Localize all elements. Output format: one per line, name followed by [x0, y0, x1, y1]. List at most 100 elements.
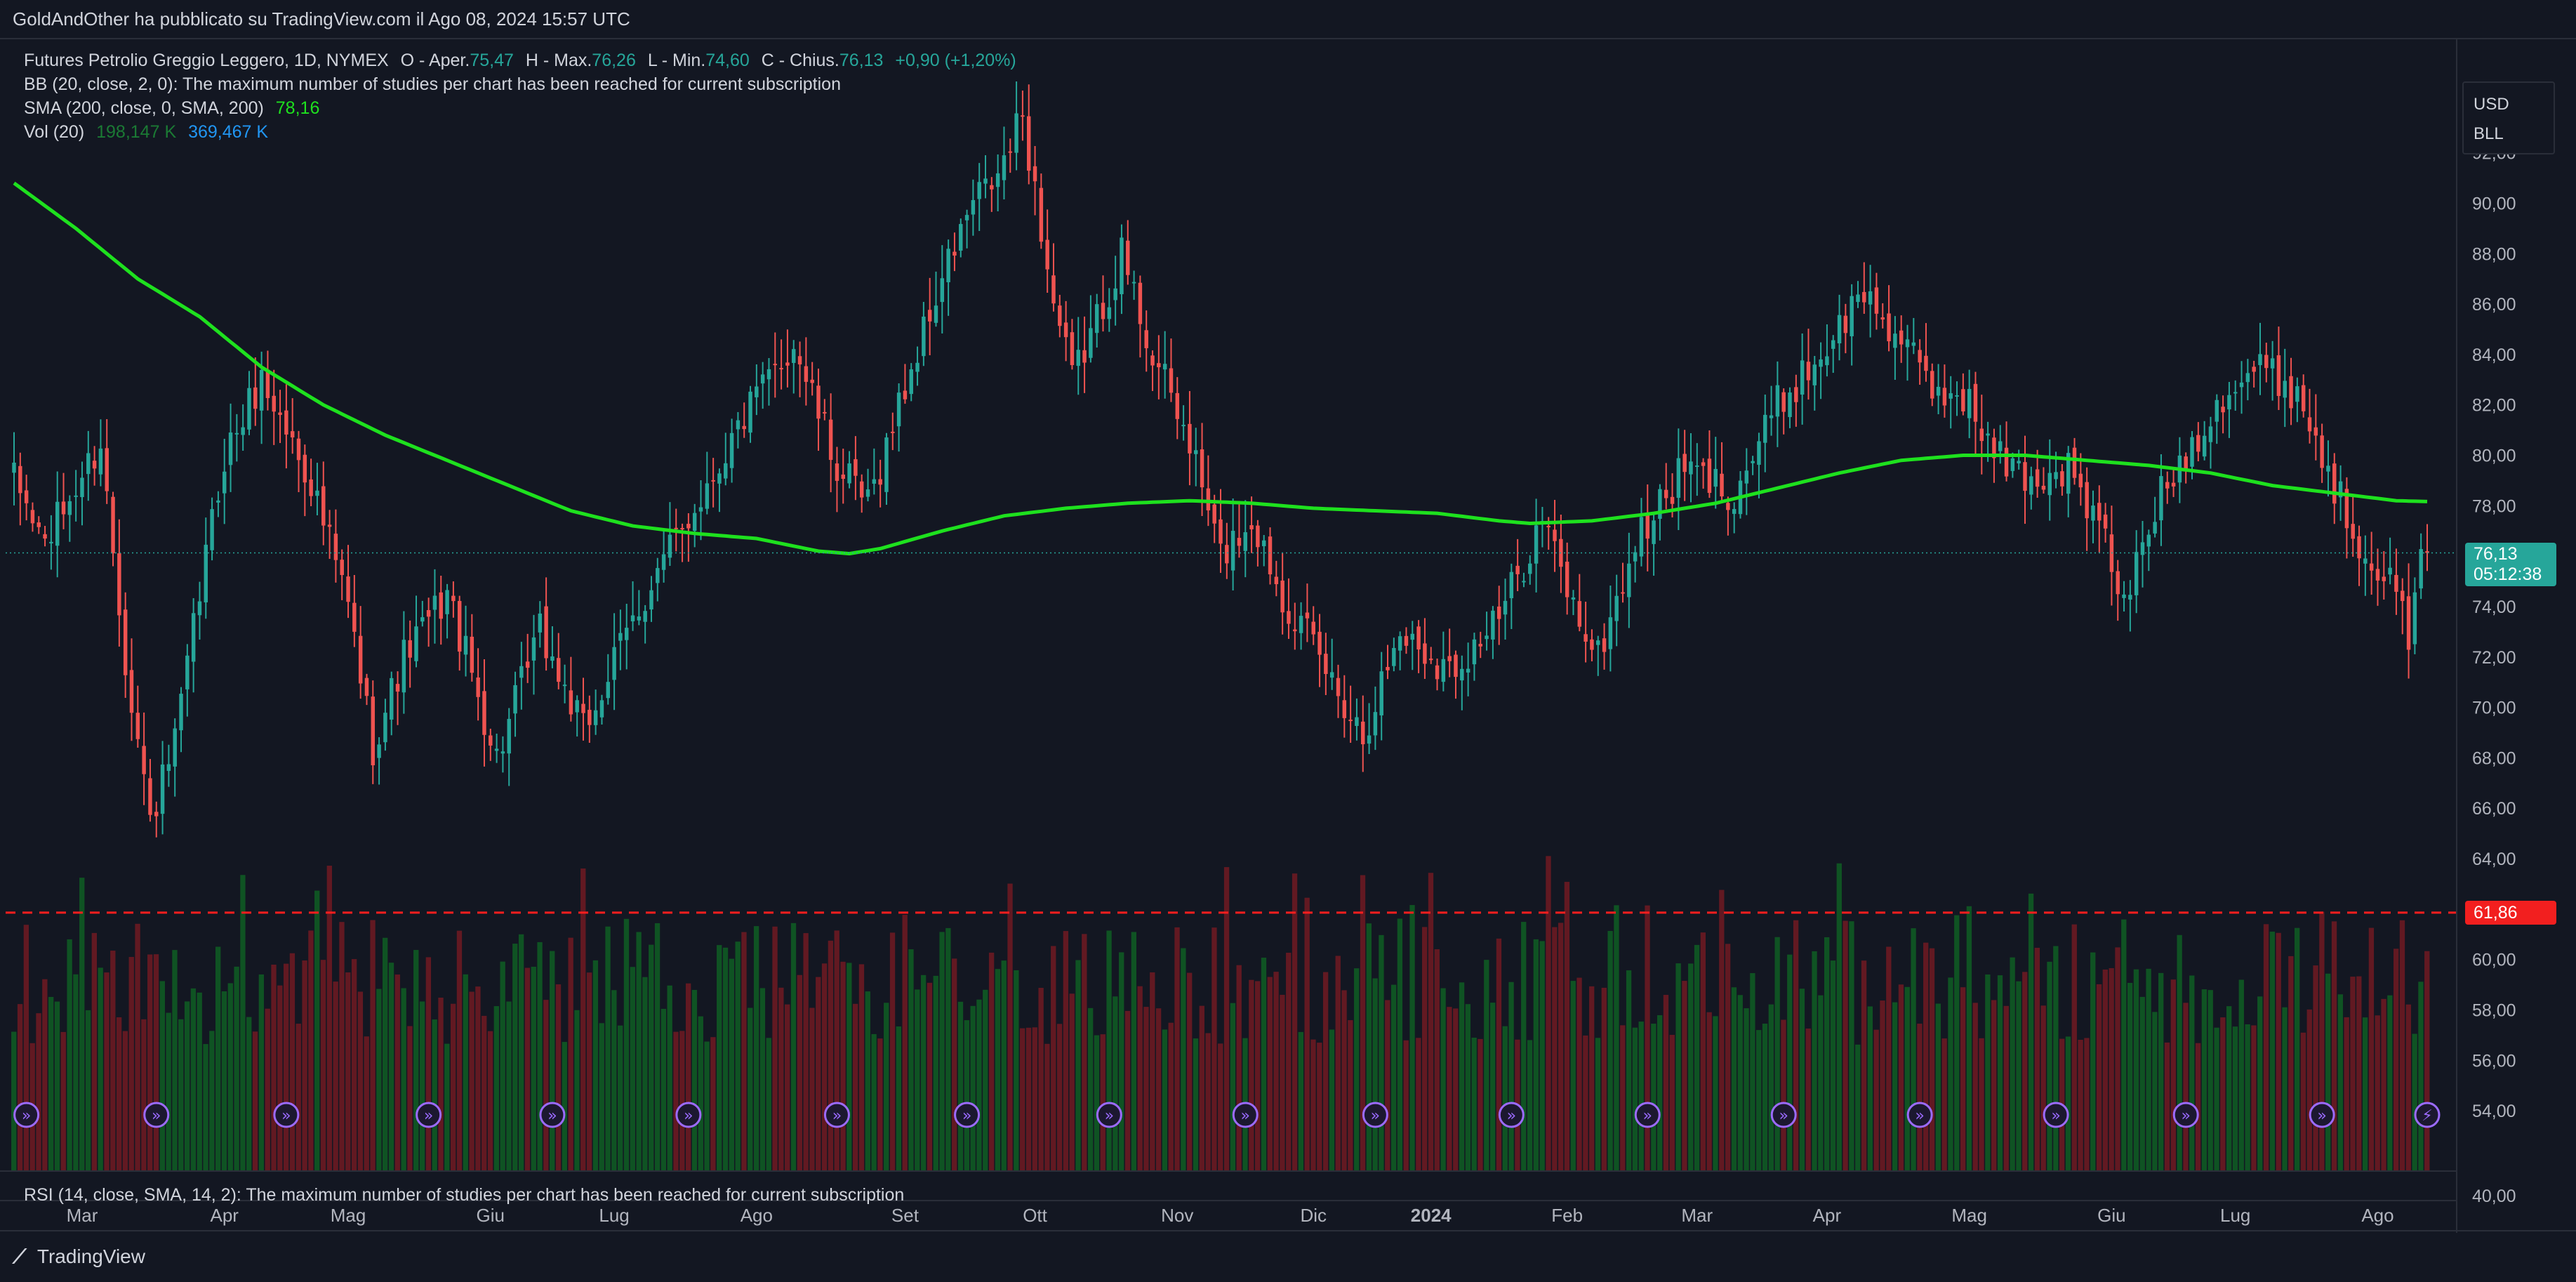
volume-bar	[1645, 905, 1650, 1171]
volume-bar	[772, 926, 778, 1171]
candle	[1249, 525, 1254, 529]
candle	[1973, 383, 1978, 422]
volume-bar	[2146, 968, 2151, 1171]
volume-bar	[1830, 960, 1836, 1171]
candle	[2153, 522, 2157, 534]
candle	[724, 463, 728, 479]
volume-bar	[2424, 951, 2430, 1171]
candle	[2245, 373, 2250, 383]
volume-bar	[246, 1017, 252, 1171]
volume-bar	[599, 1023, 604, 1171]
candle	[476, 677, 480, 697]
candle	[2184, 456, 2188, 470]
volume-bar	[147, 954, 153, 1171]
candle	[755, 386, 759, 397]
volume-bar	[1193, 1038, 1199, 1171]
event-markers[interactable]: » » » » » » » » » » » » » » » » » » ⚡	[13, 1102, 2441, 1128]
volume-bar	[2238, 979, 2244, 1171]
volume-bar	[1069, 993, 1075, 1171]
volume-bar	[128, 957, 134, 1171]
candle	[1089, 328, 1093, 358]
volume-bar	[1403, 1040, 1409, 1171]
x-tick-label: Dic	[1300, 1205, 1327, 1226]
candle	[2227, 395, 2231, 410]
candle	[562, 685, 567, 687]
volume-bar	[1230, 1003, 1236, 1171]
volume-bar	[1941, 1038, 1947, 1171]
volume-bar	[852, 1003, 858, 1171]
candle	[30, 510, 35, 524]
volume-bar	[2394, 949, 2399, 1171]
candle	[1101, 303, 1106, 319]
volume-bar	[871, 1033, 877, 1171]
bb-indicator-text: BB (20, close, 2, 0): The maximum number…	[24, 74, 841, 94]
horizontal-level-group[interactable]	[6, 552, 2457, 914]
candle	[1138, 282, 1143, 324]
legend-vol-row[interactable]: Vol (20) 198,147 K 369,467 K	[24, 122, 275, 143]
candle	[1410, 633, 1415, 640]
candle	[2301, 385, 2306, 411]
candle	[105, 448, 109, 491]
volume-bar	[54, 1001, 60, 1171]
legend-sma-row[interactable]: SMA (200, close, 0, SMA, 200) 78,16	[24, 98, 326, 119]
candle	[1658, 489, 1662, 519]
candle	[1633, 552, 1638, 562]
candle	[792, 349, 796, 363]
candle	[2004, 447, 2009, 477]
volume-bar	[271, 964, 277, 1171]
candle	[859, 481, 864, 498]
candle	[67, 501, 72, 515]
price-chart[interactable]: » » » » » » » » » » » » » » » » » » ⚡ 54,00 56,00 58,00 60,00…	[0, 39, 2576, 1233]
volume-bar	[1434, 949, 1440, 1171]
candle	[1664, 489, 1668, 498]
volume-bar	[2325, 973, 2331, 1171]
candle	[1986, 433, 1990, 436]
volume-bar	[1521, 922, 1527, 1171]
volume-bar	[889, 932, 896, 1171]
volume-bar	[1496, 938, 1502, 1171]
close-value: 76,13	[839, 51, 884, 70]
volume-bar	[1168, 1022, 1174, 1171]
candle	[983, 178, 988, 184]
candle	[1107, 307, 1112, 319]
candle	[420, 617, 425, 622]
event-marker-icon	[416, 1102, 442, 1128]
volume-bar	[1781, 1019, 1786, 1171]
volume-bar	[221, 991, 227, 1171]
rsi-indicator-text[interactable]: RSI (14, close, SMA, 14, 2): The maximum…	[24, 1185, 905, 1205]
volume-bar	[2109, 967, 2114, 1171]
volume-bar	[2207, 990, 2213, 1171]
event-marker-glyph: »	[1507, 1107, 1516, 1125]
volume-bar	[884, 1003, 889, 1171]
candle	[2270, 358, 2275, 369]
volume-bar	[178, 1019, 184, 1171]
candle	[315, 490, 319, 496]
legend-bb-row[interactable]: BB (20, close, 2, 0): The maximum number…	[24, 74, 848, 95]
candle	[489, 735, 493, 746]
candle	[2425, 551, 2429, 553]
candle	[698, 507, 703, 512]
candle	[2202, 435, 2207, 457]
volume-bar	[1366, 923, 1372, 1171]
volume-bar	[2047, 961, 2052, 1171]
volume-bar	[562, 1042, 567, 1171]
y-tick-label: 74,00	[2472, 597, 2516, 617]
candle	[1120, 237, 1124, 295]
volume-bar	[1601, 987, 1607, 1171]
volume-bar	[1607, 930, 1613, 1171]
volume-bar	[240, 875, 246, 1171]
currency-unit-box[interactable]: USD BLL	[2462, 81, 2555, 154]
candle	[891, 431, 895, 433]
volume-bar	[438, 997, 444, 1171]
event-marker-icon	[1362, 1102, 1388, 1128]
volume-bar	[1614, 905, 1619, 1171]
candle	[1355, 717, 1359, 726]
level-price-badge: 61,86	[2465, 900, 2556, 925]
volume-bar	[1774, 937, 1780, 1171]
volume-bar	[797, 974, 802, 1171]
candle	[884, 437, 889, 492]
candle	[544, 606, 548, 659]
candle	[2128, 595, 2132, 600]
x-tick-label: Mag	[331, 1205, 366, 1226]
instrument-title[interactable]: Futures Petrolio Greggio Leggero, 1D, NY…	[24, 51, 389, 70]
